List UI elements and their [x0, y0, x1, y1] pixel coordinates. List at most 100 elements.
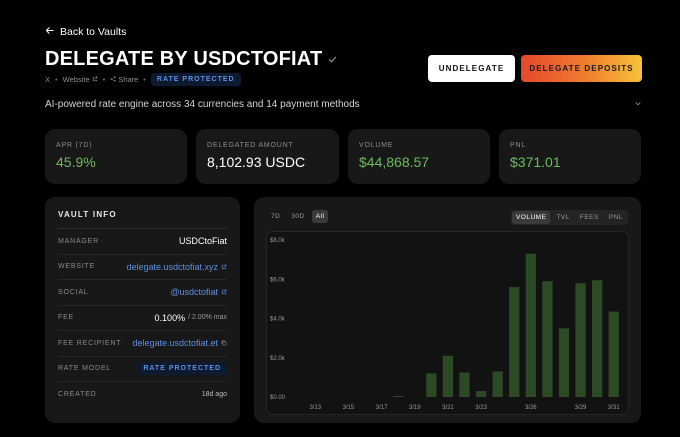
bar-3-18[interactable]: [393, 396, 404, 397]
bar-3-30[interactable]: [591, 280, 603, 397]
row-label: SOCIAL: [58, 288, 89, 296]
stat-card-volume: VOLUME $44,868.57: [348, 129, 490, 184]
volume-bar-chart: $0.00 $2.0k $4.0k $6.0k $8.0k 3/13 3/15 3/17 3/1…: [266, 231, 629, 415]
x-tick-label: 3/15: [343, 405, 355, 411]
tab-fees[interactable]: FEES: [579, 214, 599, 221]
external-link-icon: [221, 262, 227, 272]
page-title: DELEGATE BY USDCTOFIAT: [45, 48, 323, 70]
vault-row-created: CREATED 18d ago: [58, 382, 227, 408]
y-tick-label: $8.0k: [270, 238, 286, 244]
vault-header: DELEGATE BY USDCTOFIAT: [45, 48, 337, 71]
share-icon: [110, 75, 116, 84]
chart-svg: $0.00 $2.0k $4.0k $6.0k $8.0k 3/13 3/15 3/17 3/1…: [270, 238, 620, 411]
vault-row-rate-model: RATE MODEL RATE PROTECTED: [58, 357, 227, 382]
fee-value: 0.100%: [154, 312, 186, 323]
bar-3-21[interactable]: [442, 355, 454, 397]
vault-meta-row: X • Website • Share • RATE PROTECTED: [45, 73, 241, 86]
range-selector: 7D 30D All: [267, 210, 329, 223]
row-label: MANAGER: [58, 237, 99, 245]
bar-3-24[interactable]: [492, 371, 503, 397]
vault-description: AI-powered rate engine across 34 currenc…: [45, 99, 360, 110]
row-label: WEBSITE: [58, 263, 96, 271]
website-value: delegate.usdctofiat.xyz: [126, 261, 218, 272]
social-value-link[interactable]: @usdctofiat: [170, 287, 227, 297]
bar-3-20[interactable]: [426, 373, 437, 397]
stat-label: VOLUME: [359, 142, 394, 149]
range-30d-button[interactable]: 30D: [291, 213, 305, 220]
external-link-icon: [221, 287, 227, 297]
copy-icon[interactable]: [221, 338, 227, 348]
separator-dot: •: [55, 75, 58, 84]
social-value: @usdctofiat: [170, 287, 218, 298]
range-all-button[interactable]: All: [311, 210, 329, 223]
fee-max: / 2.00% max: [188, 314, 227, 322]
y-tick-label: $2.0k: [270, 356, 286, 362]
bar-3-29[interactable]: [575, 283, 586, 397]
rate-model-badge: RATE PROTECTED: [137, 362, 227, 376]
rate-protected-badge: RATE PROTECTED: [150, 73, 241, 86]
vault-row-website: WEBSITE delegate.usdctofiat.xyz: [58, 255, 227, 280]
bar-3-28[interactable]: [558, 328, 570, 397]
x-tick-label: 3/26: [525, 405, 537, 411]
tab-pnl[interactable]: PNL: [608, 214, 623, 221]
fee-recipient-value[interactable]: delegate.usdctofiat.et: [132, 338, 218, 349]
tab-tvl[interactable]: TVL: [556, 214, 570, 221]
bar-3-26[interactable]: [525, 253, 536, 397]
vault-row-social: SOCIAL @usdctofiat: [58, 280, 227, 306]
x-tick-label: 3/21: [442, 405, 454, 411]
divider: [58, 228, 227, 229]
verified-check-icon: [328, 51, 337, 69]
x-tick-label: 3/13: [309, 405, 321, 411]
stat-label: DELEGATED AMOUNT: [207, 142, 294, 149]
stat-value: $371.01: [510, 154, 561, 170]
stat-card-pnl: PNL $371.01: [499, 129, 641, 184]
external-link-icon: [92, 75, 98, 84]
y-tick-label: $6.0k: [270, 277, 286, 283]
stat-card-delegated-amount: DELEGATED AMOUNT 8,102.93 USDC: [196, 129, 339, 184]
bar-3-23[interactable]: [475, 391, 487, 397]
separator-dot: •: [102, 75, 106, 84]
website-value-link[interactable]: delegate.usdctofiat.xyz: [126, 262, 227, 272]
manager-value: USDCtoFiat: [178, 236, 227, 247]
vault-row-manager: MANAGER USDCtoFiat: [58, 229, 227, 255]
stat-value: 8,102.93 USDC: [207, 154, 306, 170]
y-tick-label: $4.0k: [270, 317, 286, 323]
website-link-label: Website: [62, 75, 90, 84]
x-tick-label: 3/17: [376, 405, 388, 411]
bar-3-31[interactable]: [608, 311, 619, 397]
metric-tabs: VOLUME TVL FEES PNL: [510, 210, 628, 225]
separator-dot: •: [143, 75, 146, 84]
vault-info-panel: VAULT INFO MANAGER USDCtoFiat WEBSITE de…: [45, 197, 240, 423]
website-link[interactable]: Website: [63, 75, 98, 84]
stat-card-apr: APR (7D) 45.9%: [45, 129, 187, 184]
bar-3-25[interactable]: [509, 287, 520, 397]
x-link[interactable]: X: [45, 75, 51, 84]
volume-chart-panel: 7D 30D All VOLUME TVL FEES PNL $0.00 $2.0…: [254, 197, 641, 423]
vault-row-fee: FEE 0.100% / 2.00% max: [58, 306, 227, 331]
x-tick-label: 3/31: [608, 405, 620, 411]
created-value: 18d ago: [201, 391, 227, 399]
bar-3-27[interactable]: [542, 281, 553, 397]
tab-volume[interactable]: VOLUME: [511, 211, 551, 224]
undelegate-button[interactable]: UNDELEGATE: [428, 55, 515, 82]
row-label: CREATED: [58, 391, 97, 399]
fee-recipient-value-group: delegate.usdctofiat.et: [132, 338, 227, 348]
x-tick-label: 3/19: [409, 405, 421, 411]
range-7d-button[interactable]: 7D: [271, 213, 281, 220]
stat-label: PNL: [510, 142, 527, 149]
arrow-left-icon: [45, 26, 54, 38]
vault-info-title: VAULT INFO: [58, 210, 117, 219]
chevron-down-icon[interactable]: [634, 100, 642, 108]
back-label: Back to Vaults: [60, 26, 127, 38]
delegate-deposits-button[interactable]: DELEGATE DEPOSITS: [521, 55, 642, 82]
share-label: Share: [118, 75, 139, 84]
back-to-vaults-link[interactable]: Back to Vaults: [45, 26, 126, 38]
vault-row-fee-recipient: FEE RECIPIENT delegate.usdctofiat.et: [58, 331, 227, 357]
row-label: FEE RECIPIENT: [58, 339, 122, 347]
share-button[interactable]: Share: [110, 75, 138, 84]
x-tick-label: 3/23: [475, 405, 487, 411]
stat-label: APR (7D): [56, 142, 93, 149]
fee-value-group: 0.100% / 2.00% max: [155, 313, 227, 323]
bar-3-22[interactable]: [459, 372, 470, 397]
x-tick-label: 3/29: [575, 405, 587, 411]
